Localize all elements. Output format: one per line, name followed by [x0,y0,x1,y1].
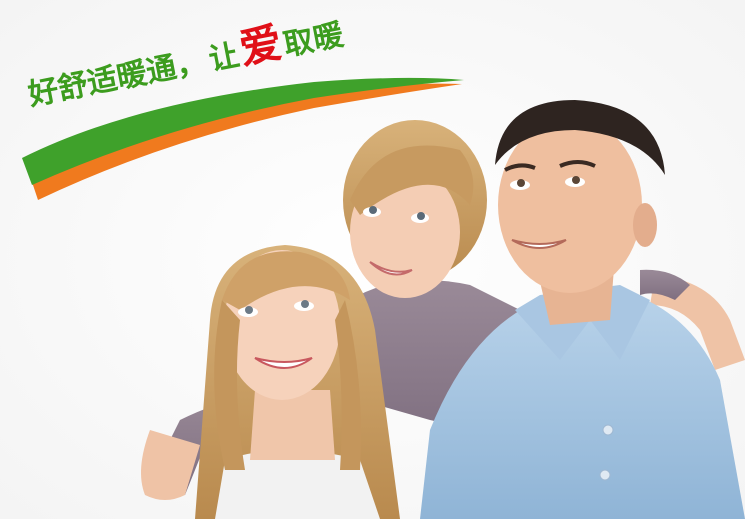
slogan: 好舒适暖通，让爱取暖 [14,18,474,210]
slogan-comma: ， [172,44,209,85]
man [420,100,745,519]
slogan-word-let: 让 [206,37,243,78]
swoosh-decoration [22,77,464,200]
woman [195,245,400,519]
slogan-highlight-love: 爱 [235,17,286,74]
